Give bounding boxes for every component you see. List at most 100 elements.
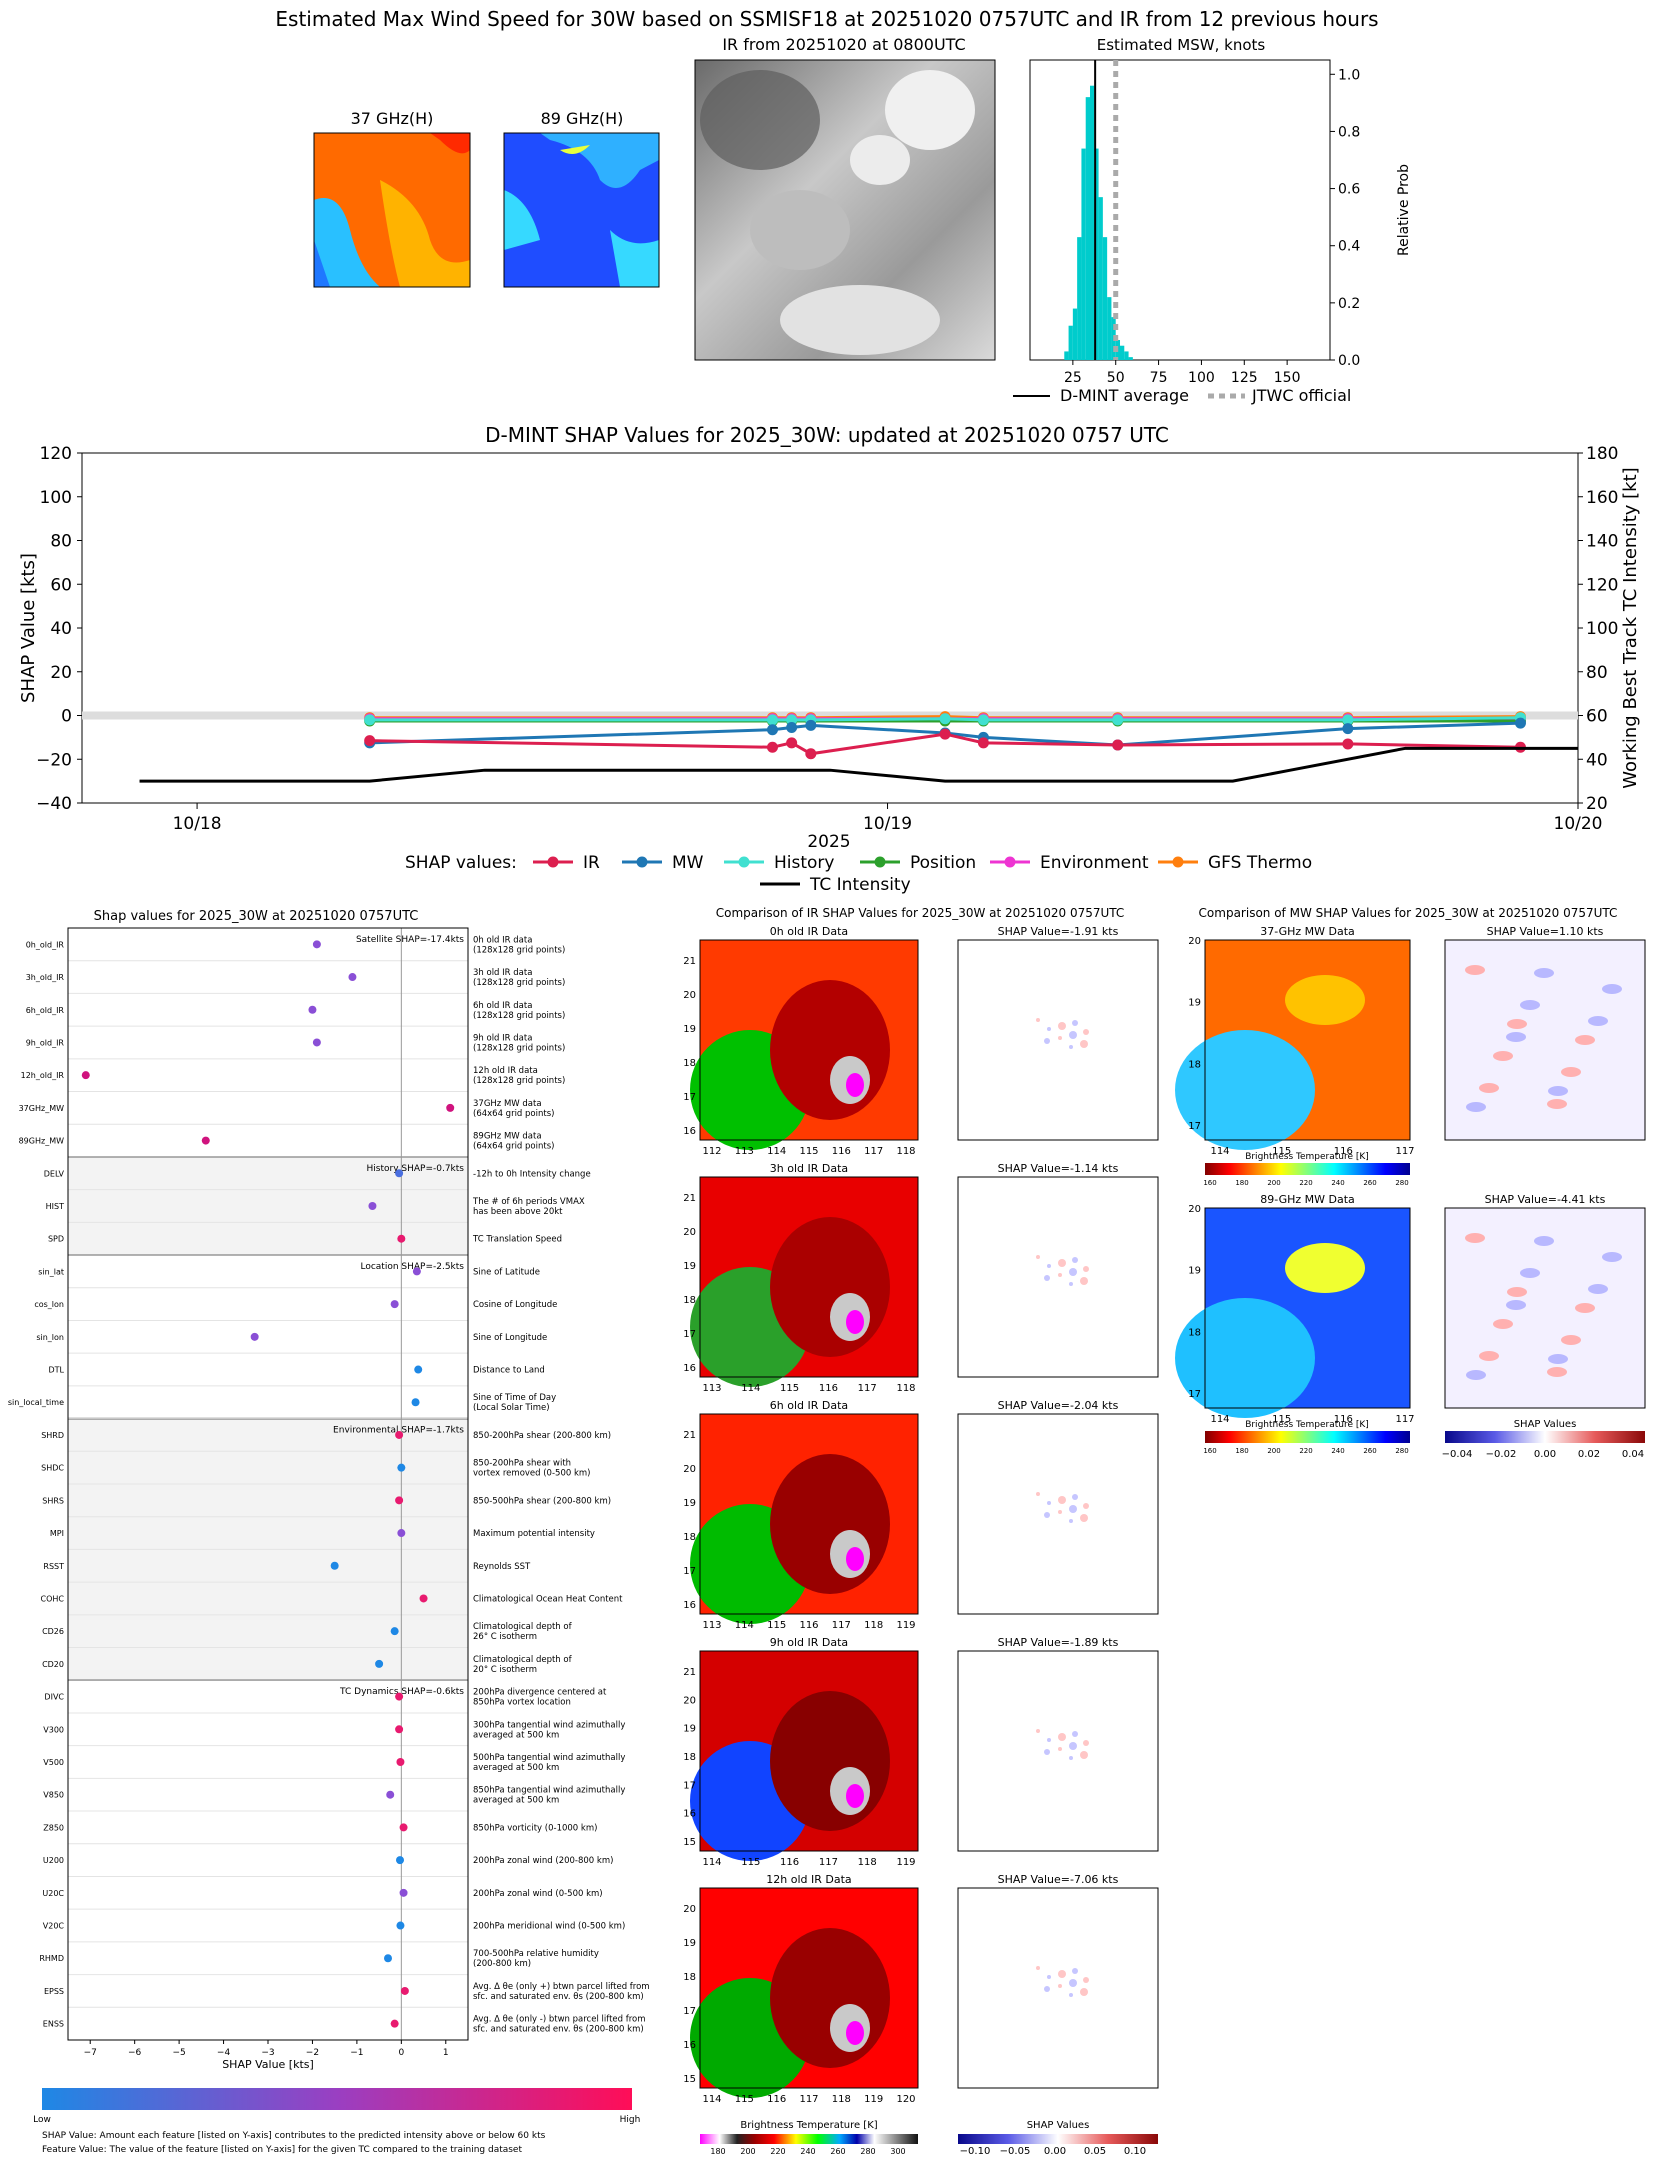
scatter-feature-label: DELV	[44, 1169, 65, 1178]
mw-panel-frame	[1204, 939, 1411, 1141]
ts-ylabel-right: Working Best Track TC Intensity [kt]	[1620, 467, 1641, 788]
mw-shap-label: SHAP Value=-4.41 kts	[1485, 1193, 1606, 1206]
ir-xtick-label: 116	[799, 1620, 818, 1631]
scatter-feature-label: ENSS	[43, 2020, 64, 2029]
scatter-point	[396, 1758, 405, 1766]
mw-shap-blob	[1548, 1354, 1568, 1364]
ir-panel-core	[770, 980, 890, 1120]
mw-shap-blob	[1547, 1367, 1567, 1377]
scatter-feature-desc: 89GHz MW data	[473, 1132, 542, 1142]
mw-ytick-label: 19	[1188, 1266, 1201, 1277]
ir-ytick-label: 15	[683, 1837, 696, 1848]
ts-legend-label: MW	[672, 853, 704, 873]
ir-title: IR from 20251020 at 0800UTC	[722, 35, 965, 54]
mw-xtick-label: 114	[1210, 1146, 1229, 1157]
scatter-group-label: Satellite SHAP=-17.4kts	[356, 935, 464, 945]
mw-comparison: 37-GHz MW Data 20 19 18 17 114 115 116 117 SHAP V…	[1175, 925, 1646, 1460]
ts-legend-marker	[636, 856, 648, 868]
msw-bar	[1107, 297, 1112, 360]
msw-bar	[1068, 325, 1073, 360]
scatter-feature-desc: Climatological depth of	[473, 1622, 573, 1632]
scatter-feature-desc: The # of 6h periods VMAX	[472, 1197, 585, 1207]
ir-shap-colorbar-label: SHAP Values	[1027, 2120, 1090, 2131]
ir-shap-blob	[1058, 1970, 1066, 1978]
scatter-feature-desc: 200hPa zonal wind (0-500 km)	[473, 1889, 603, 1899]
mw-shap-blob	[1465, 1233, 1485, 1243]
mw-ytick-label: 19	[1188, 998, 1201, 1009]
scatter-feature-desc: sfc. and saturated env. θs (200-800 km)	[473, 2025, 644, 2035]
mw-shap-blob	[1506, 1032, 1526, 1042]
mw-ytick-label: 18	[1188, 1327, 1201, 1338]
ir-ytick-label: 18	[683, 1752, 696, 1763]
scatter-feature-desc: 850-200hPa shear (200-800 km)	[473, 1431, 611, 1441]
scatter-feature-label: RHMD	[39, 1954, 64, 1963]
ir-xtick-label: 117	[819, 1857, 838, 1868]
ir-shap-blob	[1047, 1264, 1051, 1268]
ir-shap-blob	[1069, 1282, 1073, 1286]
scatter-feature-desc: 26° C isotherm	[473, 1632, 537, 1642]
ts-legend-label-tc: TC Intensity	[809, 875, 911, 895]
ir-ytick-label: 17	[683, 1092, 696, 1103]
ir-shap-blob	[1069, 1268, 1077, 1276]
ir-panel-core	[770, 1454, 890, 1594]
ir-xtick-label: 115	[767, 1620, 786, 1631]
ts-ytick-left-label: 100	[40, 488, 72, 508]
ir-ytick-label: 19	[683, 1261, 696, 1272]
ts-xlabel: 2025	[807, 832, 850, 852]
ts-point-ir	[364, 735, 376, 747]
ir-xtick-label: 118	[896, 1146, 915, 1157]
scatter-feature-desc: Avg. Δ θe (only +) btwn parcel lifted fr…	[473, 1982, 650, 1992]
mw-colorbar	[1205, 1431, 1410, 1443]
ir-colorbar-label: Brightness Temperature [K]	[740, 2120, 877, 2131]
msw-chart: 0.0 0.2 0.4 0.6 0.8 1.0 25 50 75 100 125 150 Relativ…	[1013, 59, 1412, 405]
ts-ytick-left-label: 0	[61, 707, 72, 727]
scatter-feature-desc: averaged at 500 km	[473, 1796, 559, 1806]
ir-shap-blob	[1072, 1494, 1078, 1500]
mw-colorbar-tick: 200	[1267, 1447, 1280, 1455]
ir-panel-overshoot	[846, 1073, 864, 1097]
ts-legend-marker	[738, 856, 750, 868]
ir-ytick-label: 17	[683, 1329, 696, 1340]
ir-panel-label: 9h old IR Data	[770, 1636, 848, 1649]
ts-point-ir	[1112, 739, 1124, 751]
msw-xtick-label: 75	[1150, 370, 1168, 386]
mw-shap-blob	[1506, 1300, 1526, 1310]
scatter-point	[446, 1103, 455, 1112]
scatter-point	[395, 1430, 404, 1439]
mw-panel-label: 37-GHz MW Data	[1260, 925, 1355, 938]
ts-ytick-right-label: 100	[1586, 619, 1618, 639]
scatter-group-label: Location SHAP=-2.5kts	[360, 1262, 464, 1272]
mw-panel-label: 89-GHz MW Data	[1260, 1193, 1355, 1206]
scatter-feature-label: SHRD	[41, 1431, 64, 1440]
ts-ytick-left-label: −20	[36, 750, 72, 770]
shap-ts-title: D-MINT SHAP Values for 2025_30W: updated…	[485, 423, 1169, 447]
ir-shap-blob	[1036, 1255, 1040, 1259]
ir-panel-label: 6h old IR Data	[770, 1399, 848, 1412]
msw-xtick-label: 125	[1231, 370, 1258, 386]
scatter-feature-desc: 850hPa tangential wind azimuthally	[473, 1786, 625, 1796]
mw-shap-blob	[1507, 1019, 1527, 1029]
mw-colorbar-tick: 160	[1203, 1447, 1216, 1455]
ir-panel-frame	[699, 1650, 919, 1852]
mw-panel-region	[1175, 1030, 1315, 1150]
ts-ytick-right-label: 180	[1586, 444, 1618, 464]
ts-line-tc-intensity	[139, 746, 1578, 783]
ts-ytick-right-label: 40	[1586, 750, 1608, 770]
ir-xtick-label: 117	[858, 1383, 877, 1394]
ir-ytick-label: 20	[683, 990, 696, 1001]
ir-colorbar-tick: 180	[710, 2147, 725, 2156]
scatter-point	[312, 940, 321, 949]
ir-shap-blob	[1080, 1277, 1088, 1285]
ts-point-history	[364, 714, 376, 726]
scatter-feature-desc: 6h old IR data	[473, 1001, 532, 1011]
scatter-feature-label: 6h_old_IR	[26, 1006, 65, 1015]
scatter-feature-desc: 37GHz MW data	[473, 1099, 542, 1109]
ir-shap-blob	[1047, 1975, 1051, 1979]
ir-shap-blob	[1083, 1977, 1089, 1983]
ir-xtick-label: 118	[896, 1383, 915, 1394]
scatter-point	[386, 1790, 395, 1799]
scatter-feature-label: MPI	[50, 1529, 64, 1538]
msw-ytick-label: 0.0	[1338, 353, 1360, 369]
mw-shap-blob	[1547, 1099, 1567, 1109]
mw-shap-blob	[1520, 1000, 1540, 1010]
